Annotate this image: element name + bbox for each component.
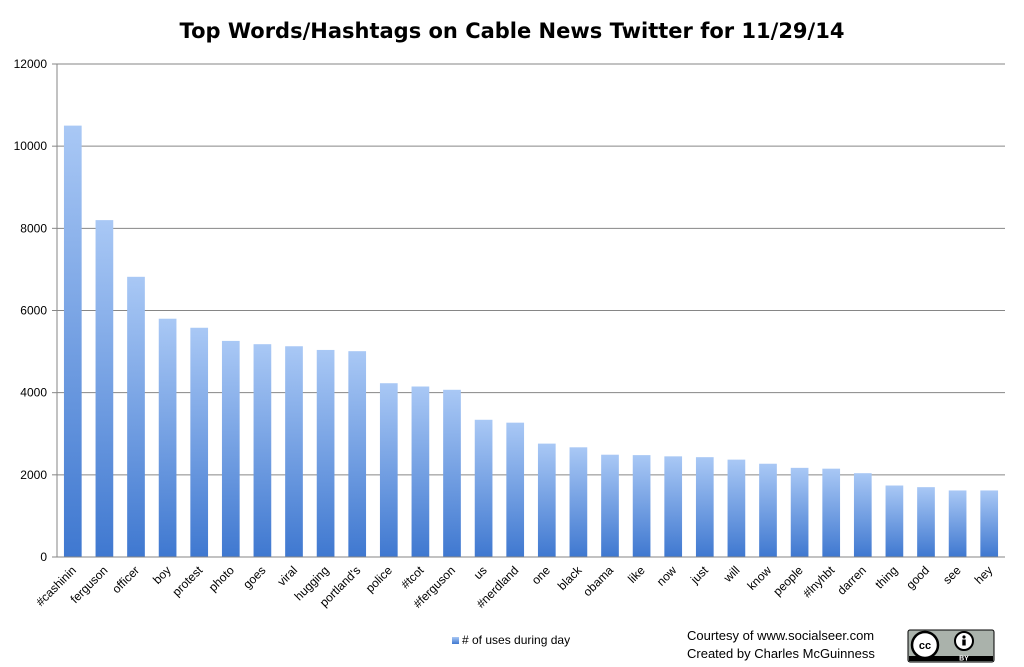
x-tick-label: just	[687, 563, 711, 587]
bar-police	[379, 383, 398, 557]
bar-boy	[158, 318, 177, 557]
x-tick-label: thing	[872, 563, 900, 591]
x-tick-label: #tcot	[398, 563, 427, 592]
x-tick-label: viral	[275, 563, 300, 588]
bar-thing	[885, 485, 904, 557]
x-tick-label: like	[625, 563, 648, 586]
legend-swatch	[452, 637, 459, 644]
y-tick-label: 4000	[20, 386, 47, 400]
x-tick-label: good	[903, 563, 932, 592]
x-tick-label: police	[363, 563, 395, 595]
bar-nerdland	[506, 422, 525, 557]
bar-us	[474, 419, 493, 557]
bar-goes	[253, 344, 272, 557]
x-tick-label: obama	[580, 563, 616, 599]
bar-know	[759, 463, 777, 557]
y-axis-ticks: 0 2000 4000 6000 8000 10000 12000	[14, 57, 57, 564]
x-tick-label: will	[720, 563, 742, 585]
legend-label: # of uses during day	[462, 633, 570, 647]
credits: Courtesy of www.socialseer.com Created b…	[687, 628, 875, 661]
by-text: BY	[959, 656, 969, 663]
bar-darren	[853, 473, 872, 557]
y-tick-label: 2000	[20, 468, 47, 482]
bar-cashinin	[63, 125, 82, 557]
bar-will	[727, 459, 746, 557]
x-tick-label: boy	[150, 563, 174, 587]
chart-title: Top Words/Hashtags on Cable News Twitter…	[180, 19, 845, 43]
y-tick-label: 8000	[20, 221, 47, 235]
bar-viral	[285, 346, 303, 557]
bar-like	[632, 455, 651, 557]
y-tick-label: 6000	[20, 304, 47, 318]
bars	[63, 125, 999, 557]
bar-one	[537, 443, 556, 557]
x-tick-label: #lnyhbt	[800, 563, 838, 601]
bar-tcot	[411, 386, 430, 557]
x-tick-label: now	[654, 563, 680, 589]
bar-black	[569, 447, 588, 557]
y-tick-label: 0	[40, 550, 47, 564]
x-tick-label: hey	[972, 563, 996, 587]
bar-just	[695, 457, 714, 557]
bar-see	[948, 490, 967, 557]
bar-hugging	[316, 349, 335, 557]
cc-text: cc	[919, 640, 931, 652]
x-tick-label: protest	[169, 563, 205, 599]
y-tick-label: 10000	[14, 139, 48, 153]
legend: # of uses during day	[452, 633, 570, 647]
credit-created-by: Created by Charles McGuinness	[687, 646, 875, 661]
credit-courtesy: Courtesy of www.socialseer.com	[687, 628, 874, 643]
bar-obama	[601, 454, 619, 557]
creative-commons-by-icon: cc BY	[907, 629, 995, 663]
bar-photo	[221, 340, 240, 557]
bar-portlands	[348, 351, 367, 557]
x-tick-label: darren	[834, 563, 868, 597]
bar-good	[917, 487, 935, 557]
bar-protest	[190, 327, 209, 557]
y-tick-label: 12000	[14, 57, 48, 71]
gridlines	[57, 63, 1005, 476]
bar-now	[664, 456, 683, 557]
x-tick-label: see	[940, 563, 964, 587]
x-tick-label: us	[471, 563, 490, 582]
bar-lnyhbt	[822, 468, 841, 557]
x-tick-label: one	[529, 563, 553, 587]
x-tick-label: people	[770, 563, 806, 599]
bar-hey	[980, 490, 999, 557]
x-tick-label: goes	[240, 563, 268, 591]
x-tick-label: officer	[109, 563, 142, 596]
bar-ferguson	[95, 220, 114, 557]
bar-people	[790, 467, 809, 557]
x-tick-label: photo	[206, 563, 237, 594]
bar-ferguson	[443, 389, 461, 557]
bar-officer	[127, 276, 145, 557]
